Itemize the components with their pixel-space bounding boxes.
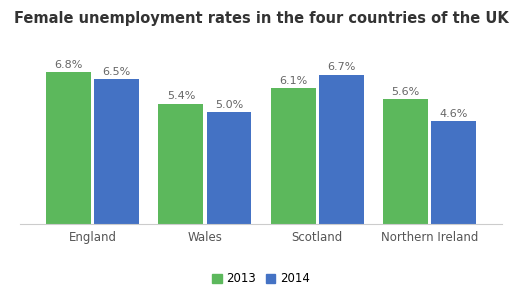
Bar (94, 79, 139, 224)
Bar (271, 88, 316, 224)
Text: 5.6%: 5.6% (391, 87, 420, 97)
Bar (319, 75, 364, 224)
Text: 5.0%: 5.0% (215, 100, 243, 110)
Text: 6.1%: 6.1% (279, 76, 307, 86)
Bar (158, 104, 203, 224)
Title: Female unemployment rates in the four countries of the UK: Female unemployment rates in the four co… (14, 11, 508, 26)
Bar (431, 121, 476, 224)
Text: 6.5%: 6.5% (102, 67, 131, 77)
Bar (46, 72, 91, 224)
Text: 5.4%: 5.4% (167, 91, 195, 101)
Bar (383, 99, 428, 224)
Text: 6.7%: 6.7% (327, 62, 355, 72)
Legend: 2013, 2014: 2013, 2014 (208, 267, 314, 287)
Bar (206, 113, 251, 224)
Text: 4.6%: 4.6% (439, 109, 468, 119)
Text: 6.8%: 6.8% (54, 60, 83, 70)
